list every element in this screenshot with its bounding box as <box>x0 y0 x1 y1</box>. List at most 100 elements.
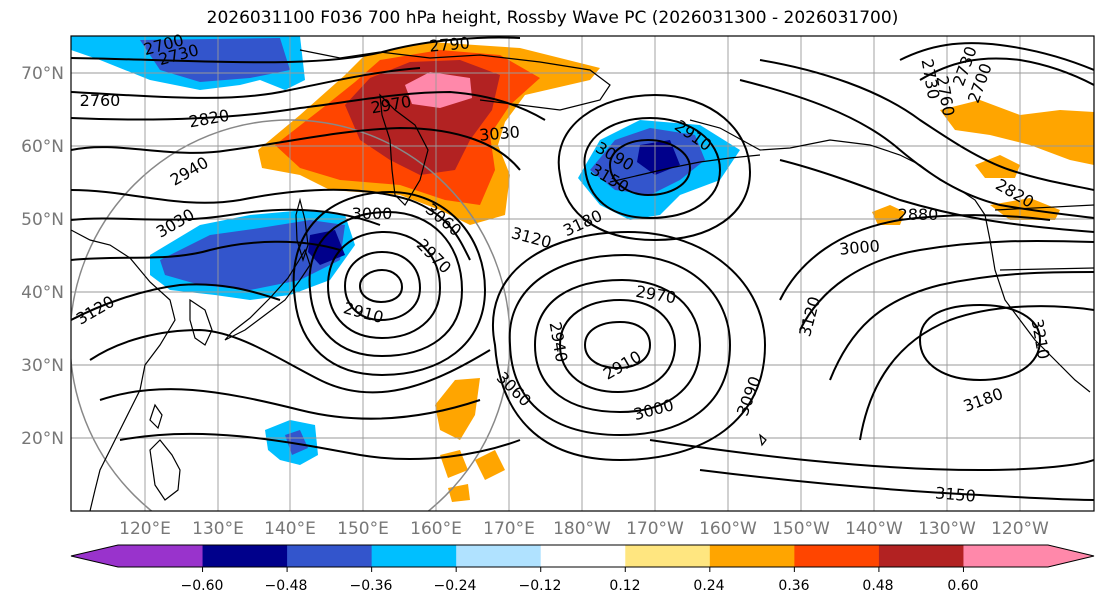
contour-2940 <box>71 126 521 171</box>
lon-label: 120°W <box>991 519 1049 539</box>
coast-korea <box>189 298 213 346</box>
coast-hawaii <box>759 433 767 447</box>
anomaly-south-3 <box>475 450 505 480</box>
height-contours <box>71 36 1094 501</box>
coast-canada-border <box>994 204 1094 211</box>
lon-label: 140°W <box>845 519 903 539</box>
coast-japan <box>224 248 311 341</box>
lon-label: 120°E <box>119 519 171 539</box>
colorbar-segment <box>202 545 288 567</box>
map-frame <box>70 35 1095 512</box>
colorbar-tick-label: 0.48 <box>862 578 893 594</box>
negative-anomaly-shading <box>71 36 740 465</box>
colorbar-tick-label: −0.48 <box>265 578 308 594</box>
lon-label: 150°E <box>337 519 389 539</box>
coast-sakhalin <box>295 197 309 262</box>
colorbar-outline <box>70 544 1095 568</box>
graticule <box>71 36 1094 511</box>
anomaly-alaska-orange <box>940 100 1094 165</box>
contour-3000 <box>71 188 471 261</box>
lat-label: 30°N <box>21 356 64 376</box>
lon-label: 170°E <box>483 519 535 539</box>
lon-label: 170°W <box>626 519 684 539</box>
contour-low-4 <box>308 210 464 358</box>
colorbar-tick-label: 0.24 <box>693 578 724 594</box>
contour-alaska-2 <box>739 79 1094 219</box>
anomaly-tropical-royal <box>285 430 308 455</box>
contour-label: 2880 <box>898 205 939 224</box>
coast-asia <box>71 229 176 511</box>
contour-3180 <box>99 388 481 420</box>
latitude-labels: 70°N 60°N 50°N 40°N 30°N 20°N <box>21 64 64 449</box>
contour-label: 3030 <box>478 122 520 144</box>
contour-ne-1 <box>899 42 1094 71</box>
colorbar-tick-label: −0.60 <box>181 578 224 594</box>
coast-taiwan <box>149 403 163 430</box>
contour-2790 <box>71 36 521 64</box>
lat-label: 20°N <box>21 429 64 449</box>
lon-label: 180°W <box>553 519 611 539</box>
contour-low-2 <box>343 250 422 322</box>
colorbar-segment <box>794 545 880 567</box>
contour-low2-2 <box>558 298 677 394</box>
contour-label: 3000 <box>352 204 393 223</box>
contour-low-3 <box>326 230 442 340</box>
colorbar-segment <box>625 545 711 567</box>
contour-alaska-3 <box>779 159 1094 233</box>
colorbar-segment <box>540 545 626 567</box>
coast-philippines <box>149 439 181 501</box>
anomaly-japan-royal <box>160 220 345 290</box>
lon-label: 150°W <box>772 519 830 539</box>
contour-bering-1 <box>608 138 692 197</box>
contour-2880 <box>71 90 546 121</box>
contour-3030 <box>71 208 381 226</box>
colorbar-tick-label: 0.12 <box>609 578 640 594</box>
colorbar-segment <box>287 545 373 567</box>
contour-label: 2790 <box>428 33 470 55</box>
contour-label: 3150 <box>934 483 976 505</box>
lat-label: 50°N <box>21 210 64 230</box>
lon-label: 160°W <box>699 519 757 539</box>
anomaly-arctic-royal <box>140 38 290 82</box>
colorbar-tick-label: 0.60 <box>947 578 978 594</box>
colorbar-segment <box>878 545 964 567</box>
colorbar-segment <box>709 545 795 567</box>
contour-low-5 <box>292 190 487 377</box>
contour-low2-5 <box>492 230 767 462</box>
contour-south-2 <box>649 439 1094 472</box>
colorbar-segment <box>118 545 204 567</box>
colorbar-tick-label: −0.36 <box>350 578 393 594</box>
lon-label: 130°W <box>918 519 976 539</box>
longitude-labels: 120°E 130°E 140°E 150°E 160°E 170°E 180°… <box>119 519 1049 539</box>
coast-aleutians <box>609 154 761 183</box>
contour-bering-3 <box>557 93 752 242</box>
coast-state-line <box>999 267 1094 271</box>
contour-alaska-1 <box>759 59 1094 191</box>
contour-low2-3 <box>533 278 702 414</box>
contour-label: 3000 <box>838 236 880 258</box>
colorbar-tick-label: −0.24 <box>434 578 477 594</box>
contour-3120 <box>71 283 281 321</box>
contour-east-3 <box>829 271 1094 381</box>
colorbar-extend-min <box>71 545 118 567</box>
contour-low2-1 <box>583 320 652 370</box>
contour-east-1 <box>779 214 1051 301</box>
contour-south-1 <box>699 469 1094 501</box>
colorbar-segment <box>371 545 457 567</box>
colorbar-extend-max <box>1048 545 1094 567</box>
map-title: 2026031100 F036 700 hPa height, Rossby W… <box>206 8 899 28</box>
coast-westcoast <box>959 189 1091 393</box>
lon-label: 130°E <box>192 519 244 539</box>
map-content <box>71 36 1094 511</box>
lat-label: 40°N <box>21 283 64 303</box>
anomaly-south-1 <box>435 378 480 440</box>
colorbar-segments <box>71 545 1094 567</box>
coast-kamchatka <box>379 93 429 206</box>
anomaly-bering-navy <box>637 140 680 175</box>
contour-label: 2760 <box>80 91 121 110</box>
lon-label: 160°E <box>410 519 462 539</box>
lat-label: 60°N <box>21 137 64 157</box>
colorbar: −0.60 −0.48 −0.36 −0.24 −0.12 0.12 0.24 … <box>70 544 1095 594</box>
colorbar-segment <box>456 545 542 567</box>
anomaly-south-4 <box>448 484 470 502</box>
